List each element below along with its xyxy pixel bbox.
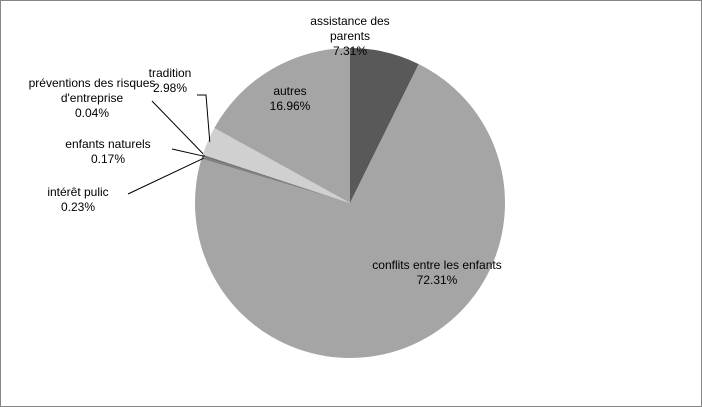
category-label: intérêt pulic xyxy=(47,185,109,199)
pie-slice xyxy=(202,154,350,203)
data-label: enfants naturels 0.17% xyxy=(48,137,168,167)
data-label: assistance des parents 7.31% xyxy=(290,14,410,59)
value-label: 0.17% xyxy=(90,152,126,166)
data-label: conflits entre les enfants 72.31% xyxy=(362,258,512,288)
pie-slice xyxy=(214,48,350,203)
category-label: préventions des risques d'entreprise xyxy=(28,76,156,105)
pie-slice xyxy=(194,64,505,359)
data-label: intérêt pulic 0.23% xyxy=(23,185,133,215)
data-label: préventions des risques d'entreprise 0.04… xyxy=(17,76,167,121)
value-label: 2.98% xyxy=(152,81,188,95)
category-label: tradition xyxy=(148,66,192,80)
value-label: 16.96% xyxy=(269,99,311,113)
value-label: 7.31% xyxy=(332,44,368,58)
category-label: autres xyxy=(273,84,307,98)
category-label: enfants naturels xyxy=(65,137,151,151)
leader-line xyxy=(197,94,211,142)
category-label: conflits entre les enfants xyxy=(372,258,502,272)
leader-line xyxy=(127,157,204,195)
leader-line xyxy=(171,148,205,157)
value-label: 72.31% xyxy=(416,273,458,287)
value-label: 0.04% xyxy=(74,106,110,120)
data-label: tradition 2.98% xyxy=(130,66,210,96)
pie-slice xyxy=(350,48,419,203)
data-label: autres 16.96% xyxy=(250,84,330,114)
leader-line xyxy=(151,100,205,156)
pie-slice xyxy=(202,127,350,203)
pie-slice xyxy=(201,156,350,203)
value-label: 0.23% xyxy=(60,200,96,214)
category-label: assistance des parents xyxy=(310,14,390,43)
pie-slice xyxy=(202,154,350,203)
